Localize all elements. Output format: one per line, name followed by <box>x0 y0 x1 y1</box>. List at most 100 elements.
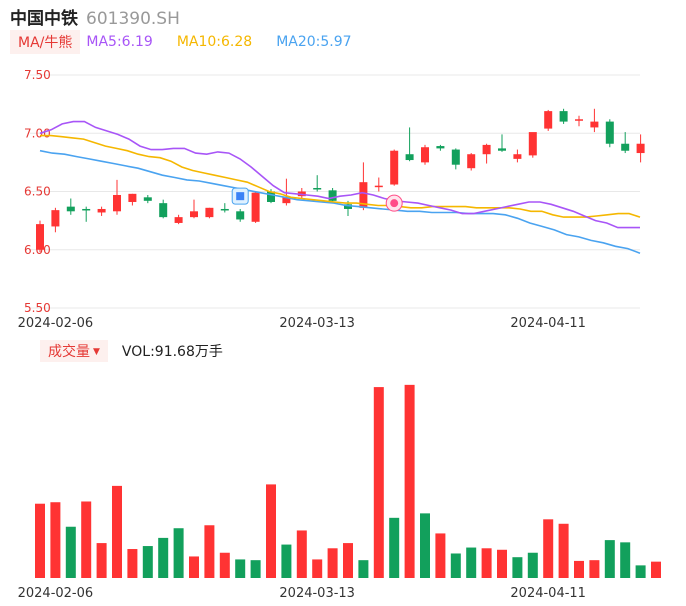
ma10-legend-label: MA10:6.28 <box>176 34 253 50</box>
volume-bar <box>204 525 215 578</box>
candle-body <box>636 143 645 154</box>
volume-bar <box>604 540 615 578</box>
candle-body <box>251 192 260 222</box>
ma5-line <box>39 120 640 229</box>
volume-bar <box>250 560 261 578</box>
candlestick-series <box>36 108 645 253</box>
volume-bar <box>173 528 184 578</box>
volume-bar <box>651 561 661 578</box>
stock-header: 中国中铁 601390.SH <box>10 4 180 29</box>
candle-body <box>51 210 60 227</box>
candle-body <box>159 203 168 218</box>
volume-bar <box>158 537 169 578</box>
candle-body <box>590 121 599 128</box>
volume-bar <box>235 559 246 578</box>
volume-indicator-dropdown[interactable]: 成交量 ▼ <box>40 340 108 362</box>
candle-body <box>374 185 383 188</box>
candle-body <box>36 224 44 250</box>
volume-bar <box>296 530 307 578</box>
candle-body <box>66 206 75 212</box>
volume-bar <box>189 556 199 578</box>
candle-body <box>282 197 291 204</box>
candle-body <box>467 154 476 169</box>
ma20-legend-label: MA20:5.97 <box>276 34 352 50</box>
stock-name: 中国中铁 <box>10 9 78 29</box>
candle-body <box>559 111 568 122</box>
volume-bar <box>96 543 107 578</box>
candle-body <box>451 149 460 165</box>
candle-body <box>405 154 414 161</box>
volume-bar <box>373 387 384 578</box>
price-date-label: 2024-04-11 <box>510 316 586 331</box>
candle-body <box>605 121 614 144</box>
volume-bar <box>35 503 45 578</box>
volume-bar <box>435 533 446 578</box>
volume-bar <box>127 549 138 578</box>
volume-date-label: 2024-04-11 <box>510 586 586 601</box>
candle-body <box>267 191 275 202</box>
price-grid <box>30 74 640 309</box>
price-y-tick-label: 6.50 <box>24 185 51 199</box>
bull-marker-icon <box>385 194 403 212</box>
volume-date-axis: 2024-02-06 2024-03-13 2024-04-11 <box>18 586 586 601</box>
volume-bar <box>527 552 538 578</box>
volume-bar <box>389 517 400 578</box>
candle-body <box>528 132 537 156</box>
candle-body <box>621 143 630 151</box>
volume-bar <box>558 523 569 578</box>
volume-bar <box>142 546 153 578</box>
volume-bar <box>327 548 338 578</box>
volume-bar <box>343 543 353 578</box>
price-y-tick-label: 7.50 <box>24 68 51 82</box>
volume-bar <box>635 565 646 578</box>
volume-bar <box>620 542 631 578</box>
volume-bar <box>266 484 276 578</box>
volume-bar <box>404 384 415 578</box>
volume-bar <box>466 547 477 578</box>
candle-body <box>97 208 106 213</box>
candle-body <box>190 211 198 218</box>
volume-bar <box>589 560 600 578</box>
volume-legend: 成交量 ▼ VOL:91.68万手 <box>40 340 223 362</box>
ma-indicator-tab[interactable]: MA/牛熊 <box>10 30 81 54</box>
candle-body <box>498 148 506 151</box>
price-y-tick-label: 7.00 <box>24 126 51 140</box>
candle-body <box>344 204 352 209</box>
marker-core <box>236 192 245 201</box>
volume-bar <box>481 548 492 578</box>
volume-bar <box>281 544 292 578</box>
price-date-label: 2024-03-13 <box>279 316 355 331</box>
candle-body <box>205 207 214 218</box>
volume-bar <box>219 552 230 578</box>
price-date-label: 2024-02-06 <box>18 316 94 331</box>
candle-body <box>236 211 245 220</box>
candle-body <box>313 188 322 190</box>
volume-bar <box>112 485 122 578</box>
ma-legend: MA/牛熊 MA5:6.19 MA10:6.28 MA20:5.97 <box>10 30 376 54</box>
candle-body <box>128 193 137 202</box>
moving-average-lines <box>39 120 641 254</box>
candle-body <box>113 194 121 212</box>
candle-body <box>143 197 152 201</box>
volume-bar <box>543 519 554 578</box>
price-y-tick-label: 5.50 <box>24 301 51 315</box>
ma5-legend-label: MA5:6.19 <box>86 34 153 50</box>
candle-body <box>544 111 553 129</box>
volume-bar <box>450 553 461 578</box>
candle-body <box>220 208 229 211</box>
volume-bar <box>358 560 369 578</box>
candle-body <box>82 208 91 211</box>
price-date-axis: 2024-02-06 2024-03-13 2024-04-11 <box>18 316 586 331</box>
candle-body <box>328 190 337 201</box>
volume-bar <box>497 549 507 578</box>
candle-body <box>390 150 399 185</box>
caret-down-icon: ▼ <box>93 347 100 357</box>
candle-body <box>482 144 491 155</box>
candle-body <box>513 154 522 159</box>
volume-bar <box>512 557 523 578</box>
volume-bar <box>81 501 92 578</box>
marker-dot <box>390 199 399 208</box>
volume-date-label: 2024-02-06 <box>18 586 94 601</box>
candle-body <box>436 146 445 149</box>
